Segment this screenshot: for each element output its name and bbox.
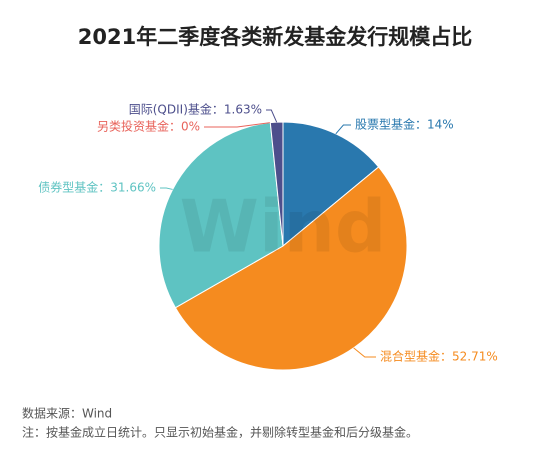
leader-line (204, 122, 271, 128)
leader-line (353, 347, 376, 358)
data-label: 另类投资基金：0% (97, 119, 200, 134)
data-label: 混合型基金：52.71% (380, 349, 498, 364)
pie-slice (174, 166, 408, 371)
data-label: 债券型基金：31.66% (38, 180, 156, 195)
footnote: 注：按基金成立日统计。只显示初始基金，并剔除转型基金和后分级基金。 (22, 425, 418, 440)
chart-title: 2021年二季度各类新发基金发行规模占比 (78, 25, 472, 49)
source-note: 数据来源：Wind (22, 406, 112, 421)
pie-slice (269, 121, 284, 247)
data-label: 国际(QDII)基金：1.63% (129, 102, 262, 117)
pie (158, 109, 408, 371)
watermark: Wind (180, 185, 387, 269)
pie-slice (158, 122, 284, 309)
leader-line (266, 109, 278, 123)
data-label: 股票型基金：14% (355, 117, 454, 132)
leader-line (160, 187, 173, 190)
leader-line (335, 124, 351, 135)
